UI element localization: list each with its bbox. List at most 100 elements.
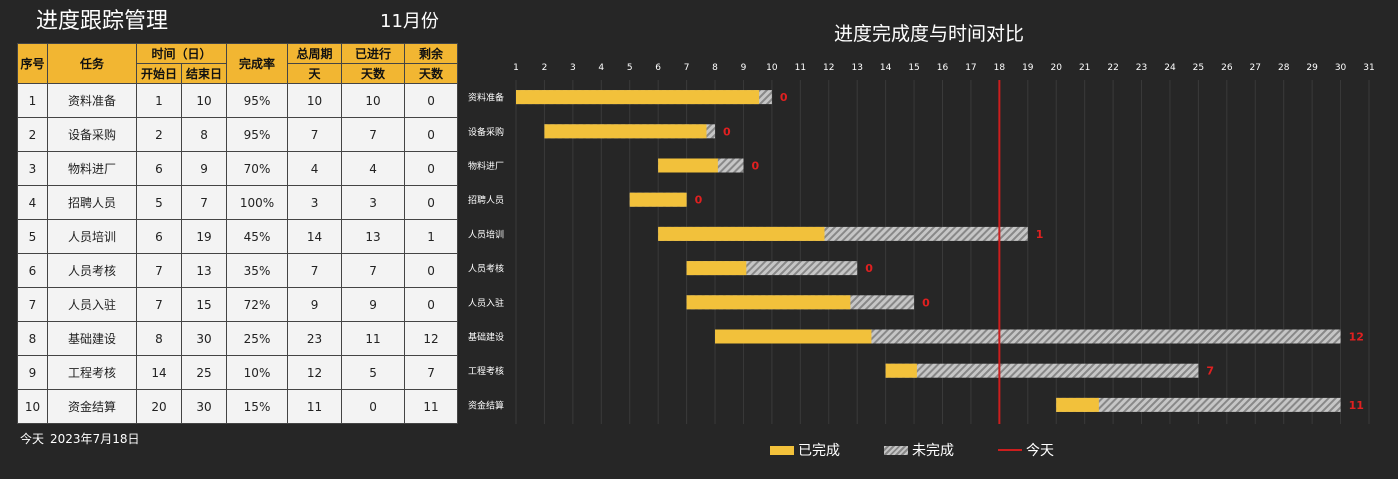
x-tick-label: 9 — [741, 63, 747, 73]
x-tick-label: 18 — [994, 63, 1006, 73]
cell-done: 7 — [341, 117, 406, 152]
legend-item-remaining: 未完成 — [884, 440, 954, 460]
header-remain-b: 天数 — [404, 63, 459, 84]
header-total-a: 总周期 — [287, 43, 343, 64]
y-category-label: 人员考核 — [468, 263, 504, 275]
cell-remain: 0 — [404, 185, 459, 220]
bar-done — [885, 363, 917, 378]
cell-done: 13 — [341, 219, 406, 254]
cell-done: 0 — [341, 389, 406, 424]
x-tick-label: 29 — [1306, 63, 1318, 73]
cell-done: 5 — [341, 355, 406, 390]
cell-end: 25 — [180, 355, 228, 390]
cell-task: 基础建设 — [47, 321, 137, 356]
cell-rate: 45% — [226, 219, 289, 254]
x-tick-label: 30 — [1335, 63, 1347, 73]
bar-data-label: 1 — [1036, 228, 1044, 241]
cell-total: 14 — [287, 219, 343, 254]
cell-rate: 95% — [226, 83, 289, 118]
table-row: 9 工程考核 14 25 10% 12 5 7 — [17, 355, 459, 390]
legend-swatch-today — [998, 449, 1022, 451]
cell-total: 9 — [287, 287, 343, 322]
legend-swatch-remaining — [884, 445, 908, 455]
cell-start: 20 — [136, 389, 182, 424]
cell-rate: 10% — [226, 355, 289, 390]
cell-start: 14 — [136, 355, 182, 390]
legend-label-today: 今天 — [1026, 443, 1054, 459]
bar-data-label: 0 — [865, 262, 873, 275]
cell-task: 资料准备 — [47, 83, 137, 118]
page-title: 进度跟踪管理 — [36, 9, 169, 34]
cell-start: 6 — [136, 151, 182, 186]
x-tick-label: 5 — [627, 63, 633, 73]
y-category-label: 设备采购 — [468, 126, 504, 138]
x-tick-label: 27 — [1250, 63, 1261, 73]
y-category-label: 人员培训 — [468, 228, 504, 240]
cell-rate: 35% — [226, 253, 289, 288]
bar-remaining — [1056, 397, 1341, 412]
legend-label-remaining: 未完成 — [912, 443, 954, 459]
x-tick-label: 7 — [684, 63, 690, 73]
cell-end: 15 — [180, 287, 228, 322]
bar-data-label: 11 — [1349, 399, 1364, 412]
x-tick-label: 13 — [851, 63, 862, 73]
cell-rate: 25% — [226, 321, 289, 356]
task-table: 序号 任务 时间（日） 完成率 总周期 已进行 剩余 开始日 结束日 天 天数 … — [17, 43, 459, 424]
x-tick-label: 22 — [1107, 63, 1118, 73]
bar-data-label: 0 — [695, 194, 703, 207]
cell-index: 8 — [17, 321, 48, 356]
cell-task: 设备采购 — [47, 117, 137, 152]
cell-task: 人员考核 — [47, 253, 137, 288]
cell-end: 10 — [180, 83, 228, 118]
cell-rate: 15% — [226, 389, 289, 424]
y-category-label: 工程考核 — [468, 365, 504, 377]
cell-task: 物料进厂 — [47, 151, 137, 186]
cell-total: 7 — [287, 253, 343, 288]
cell-rate: 95% — [226, 117, 289, 152]
x-tick-label: 14 — [880, 63, 892, 73]
month-label: 11月份 — [380, 11, 439, 32]
cell-index: 10 — [17, 389, 48, 424]
y-category-label: 基础建设 — [468, 331, 504, 343]
cell-done: 9 — [341, 287, 406, 322]
cell-total: 4 — [287, 151, 343, 186]
x-tick-label: 28 — [1278, 63, 1290, 73]
cell-done: 3 — [341, 185, 406, 220]
cell-total: 7 — [287, 117, 343, 152]
cell-remain: 0 — [404, 253, 459, 288]
x-tick-label: 20 — [1051, 63, 1063, 73]
table-header-row: 开始日 结束日 天 天数 天数 — [18, 63, 459, 84]
cell-start: 1 — [136, 83, 182, 118]
header-index: 序号 — [17, 43, 48, 84]
table-row: 8 基础建设 8 30 25% 23 11 12 — [17, 321, 459, 356]
cell-rate: 100% — [226, 185, 289, 220]
bar-done — [1056, 397, 1099, 412]
cell-rate: 72% — [226, 287, 289, 322]
bar-done — [629, 192, 687, 207]
cell-start: 2 — [136, 117, 182, 152]
x-tick-label: 24 — [1164, 63, 1176, 73]
bar-done — [686, 295, 851, 310]
bar-remaining — [885, 363, 1199, 378]
table-row: 10 资金结算 20 30 15% 11 0 11 — [17, 389, 459, 424]
legend-item-today: 今天 — [998, 440, 1054, 460]
table-row: 3 物料进厂 6 9 70% 4 4 0 — [17, 151, 459, 186]
cell-end: 30 — [180, 389, 228, 424]
cell-index: 1 — [17, 83, 48, 118]
x-tick-label: 15 — [908, 63, 919, 73]
x-tick-label: 1 — [513, 63, 519, 73]
cell-index: 2 — [17, 117, 48, 152]
bar-done — [658, 158, 718, 173]
bar-data-label: 0 — [780, 91, 788, 104]
cell-total: 10 — [287, 83, 343, 118]
x-tick-label: 6 — [655, 63, 661, 73]
cell-total: 11 — [287, 389, 343, 424]
cell-remain: 7 — [404, 355, 459, 390]
legend-swatch-done — [770, 445, 794, 455]
header-rate: 完成率 — [226, 43, 289, 84]
cell-start: 8 — [136, 321, 182, 356]
bar-data-label: 7 — [1206, 365, 1214, 378]
x-tick-label: 10 — [766, 63, 778, 73]
x-tick-label: 17 — [965, 63, 976, 73]
